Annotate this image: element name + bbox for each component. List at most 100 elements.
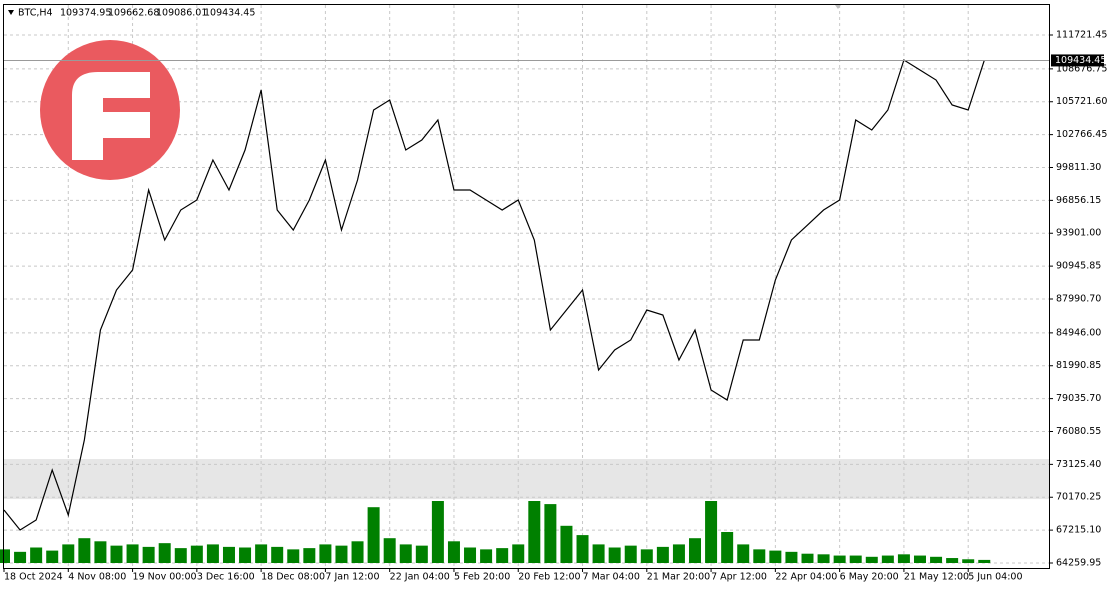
volume-bar bbox=[30, 547, 43, 563]
high-value: 109662.68 bbox=[108, 8, 159, 19]
x-tick-label: 5 Jun 04:00 bbox=[968, 572, 1022, 583]
price-badge bbox=[1051, 54, 1104, 67]
volume-bar bbox=[383, 538, 396, 563]
y-tick-label: 102766.45 bbox=[1056, 129, 1107, 140]
menu-arrow[interactable] bbox=[8, 10, 14, 15]
volume-bar bbox=[351, 541, 364, 563]
volume-bar bbox=[930, 556, 943, 563]
x-tick-label: 21 May 12:00 bbox=[904, 572, 969, 583]
y-tick-label: 96856.15 bbox=[1056, 195, 1101, 206]
volume-bar bbox=[415, 545, 428, 563]
y-tick-label: 84946.00 bbox=[1056, 327, 1101, 338]
y-tick-label: 64259.95 bbox=[1056, 557, 1101, 568]
volume-bar bbox=[608, 547, 621, 563]
volume-bar bbox=[801, 553, 814, 563]
volume-bar bbox=[689, 538, 702, 563]
volume-bar bbox=[881, 555, 894, 563]
logo bbox=[40, 40, 180, 180]
x-tick-label: 7 Mar 04:00 bbox=[583, 572, 640, 583]
y-tick-label: 108676.75 bbox=[1056, 63, 1107, 74]
volume-bar bbox=[544, 504, 557, 563]
volume-bar bbox=[78, 538, 91, 563]
y-tick-label: 73125.40 bbox=[1056, 459, 1101, 470]
y-tick-label: 111721.45 bbox=[1056, 29, 1107, 40]
y-tick-label: 79035.70 bbox=[1056, 393, 1101, 404]
volume-bar bbox=[447, 541, 460, 563]
volume-bar bbox=[480, 549, 493, 563]
volume-bar bbox=[512, 544, 525, 563]
volume-bar bbox=[640, 549, 653, 563]
volume-bar bbox=[496, 548, 509, 563]
volume-bar bbox=[592, 544, 605, 563]
x-tick-label: 20 Feb 12:00 bbox=[518, 572, 580, 583]
x-tick-label: 22 Jan 04:00 bbox=[390, 572, 450, 583]
y-tick-label: 76080.55 bbox=[1056, 426, 1101, 437]
volume-bar bbox=[335, 545, 348, 563]
volume-bar bbox=[239, 547, 252, 563]
volume-bar bbox=[817, 554, 830, 563]
y-tick-label: 87990.70 bbox=[1056, 293, 1101, 304]
volume-bar bbox=[528, 501, 541, 563]
volume-bar bbox=[303, 548, 316, 563]
volume-bar bbox=[865, 556, 878, 563]
volume-bar bbox=[94, 541, 107, 563]
volume-bar bbox=[271, 546, 284, 563]
volume-bar bbox=[367, 507, 380, 563]
volume-bar bbox=[624, 545, 637, 563]
plot-frame bbox=[3, 4, 1050, 569]
x-tick-label: 3 Dec 16:00 bbox=[197, 572, 255, 583]
volume-bar bbox=[464, 547, 477, 563]
y-tick-label: 99811.30 bbox=[1056, 162, 1101, 173]
y-tick-label: 90945.85 bbox=[1056, 261, 1101, 272]
volume-bar bbox=[126, 544, 139, 563]
y-tick-label: 105721.60 bbox=[1056, 96, 1107, 107]
volume-bar bbox=[705, 501, 718, 563]
low-value: 109086.01 bbox=[156, 8, 207, 19]
volume-bar bbox=[431, 501, 444, 563]
volume-bar bbox=[142, 546, 155, 563]
y-tick-label: 93901.00 bbox=[1056, 228, 1101, 239]
volume-bar bbox=[946, 558, 959, 563]
volume-bar bbox=[849, 555, 862, 563]
volume-bar bbox=[785, 551, 798, 563]
volume-bar bbox=[46, 550, 59, 563]
volume-bar bbox=[769, 550, 782, 563]
x-tick-label: 18 Dec 08:00 bbox=[261, 572, 325, 583]
volume-bar bbox=[913, 555, 926, 563]
volume-bar bbox=[672, 544, 685, 563]
x-tick-label: 5 Feb 20:00 bbox=[454, 572, 510, 583]
highlight-zone bbox=[4, 459, 1049, 500]
volume-bar bbox=[287, 549, 300, 563]
volume-bar bbox=[753, 549, 766, 563]
x-tick-label: 18 Oct 2024 bbox=[4, 572, 63, 583]
volume-bar bbox=[721, 532, 734, 563]
volume-bar bbox=[656, 546, 669, 563]
symbol: BTC,H4 bbox=[18, 8, 53, 19]
volume-bar bbox=[62, 544, 75, 563]
x-tick-label: 4 Nov 08:00 bbox=[68, 572, 126, 583]
x-tick-label: 6 May 20:00 bbox=[840, 572, 899, 583]
y-tick-label: 70170.25 bbox=[1056, 492, 1101, 503]
x-tick-label: 7 Jan 12:00 bbox=[325, 572, 379, 583]
volume-bar bbox=[110, 545, 123, 563]
volume-bar bbox=[399, 544, 412, 563]
volume-bar bbox=[206, 544, 219, 563]
volume-bar bbox=[978, 559, 991, 563]
volume-bar bbox=[897, 554, 910, 563]
plot-area bbox=[0, 5, 1049, 568]
price-badge-label: 109434.45 bbox=[1055, 55, 1106, 66]
volume-bar bbox=[560, 525, 573, 563]
logo-circle bbox=[40, 40, 180, 180]
volume-bar bbox=[737, 544, 750, 563]
volume-bar bbox=[222, 546, 235, 563]
logo-mark bbox=[72, 72, 150, 160]
volume-bar bbox=[833, 555, 846, 563]
volume-bar bbox=[962, 559, 975, 563]
volume-bar bbox=[158, 543, 171, 563]
volume-bar bbox=[319, 544, 332, 563]
x-tick-label: 22 Apr 04:00 bbox=[775, 572, 837, 583]
volume-bar bbox=[0, 549, 10, 563]
x-tick-label: 21 Mar 20:00 bbox=[647, 572, 710, 583]
